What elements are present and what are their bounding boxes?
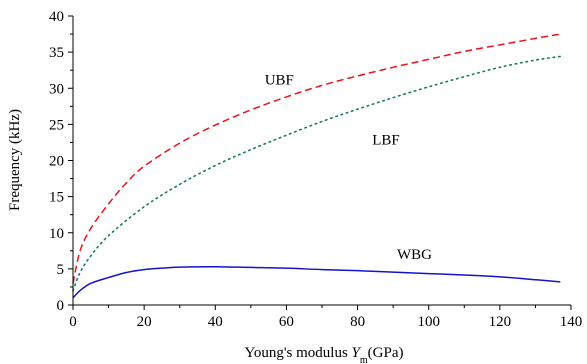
y-tick-label: 5 — [57, 262, 65, 278]
labels-layer: UBF LBF WBG — [265, 73, 432, 263]
series-line-lbf — [72, 55, 562, 292]
y-axis-title: Frequency (kHz) — [7, 109, 23, 211]
series-layer — [72, 33, 562, 299]
series-label-wbg: WBG — [397, 247, 432, 263]
x-tick-label: 100 — [417, 314, 440, 330]
series-label-ubf: UBF — [265, 73, 294, 89]
y-tick-label: 10 — [49, 226, 64, 242]
x-tick-label: 80 — [350, 314, 365, 330]
x-axis-title-subscript: m — [360, 355, 368, 364]
axes-layer: 0 5 10 15 20 25 30 35 40 0 20 40 60 80 100 120 140 — [49, 9, 582, 330]
x-axis-title-variable: Y — [352, 345, 362, 361]
x-tick-label: 60 — [279, 314, 294, 330]
y-tick-label: 20 — [49, 154, 64, 170]
x-tick-label: 40 — [208, 314, 223, 330]
y-tick-label: 40 — [49, 9, 64, 25]
y-tick-label: 35 — [49, 45, 64, 61]
series-line-wbg — [72, 265, 561, 299]
series-label-lbf: LBF — [372, 133, 400, 149]
x-tick-label: 20 — [137, 314, 152, 330]
series-line-ubf — [72, 33, 561, 284]
x-tick-label: 120 — [489, 314, 512, 330]
x-tick-label: 140 — [560, 314, 583, 330]
y-tick-label: 25 — [49, 117, 64, 133]
y-tick-label: 0 — [57, 298, 65, 314]
x-tick-label: 0 — [69, 314, 77, 330]
x-axis-title: Young's modulus Ym(GPa) — [245, 345, 404, 364]
y-tick-label: 15 — [49, 190, 64, 206]
y-tick-label: 30 — [49, 81, 64, 97]
x-axis-title-unit: (GPa) — [368, 345, 404, 361]
